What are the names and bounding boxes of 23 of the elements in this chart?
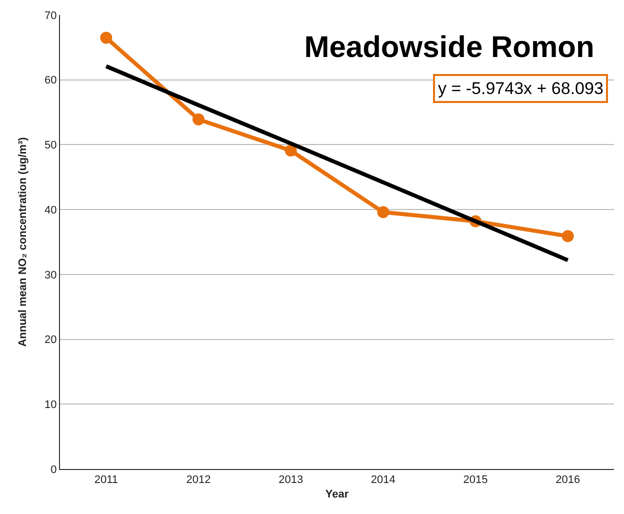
y-tick-label: 60 [44,74,57,87]
x-tick-label: 2016 [556,474,580,486]
text: Meadowside Romon [304,30,594,64]
point [100,32,112,44]
y-tick-label: 40 [44,204,57,216]
x-axis-title: Year [325,488,350,500]
x-tick-label: 2015 [463,474,488,486]
point [377,206,390,218]
y-tick-label: 70 [44,10,57,22]
y-tick-label: 0 [50,464,57,476]
y-axis-title: Annual mean NO₂ concentration (ug/m³) [17,136,30,347]
y-tick-label: 30 [44,269,57,282]
x-tick-label: 2014 [370,474,396,486]
x-tick-label: 2012 [186,474,211,486]
point [192,113,204,126]
x-tick-label: 2011 [94,474,118,486]
annotation: y = -5.9743x + 68.093 [438,79,604,98]
x-tick-label: 2013 [278,474,304,486]
y-tick-label: 10 [44,398,57,411]
point [562,230,574,242]
y-tick-label: 50 [44,140,57,152]
point [284,144,297,157]
y-tick-label: 20 [44,334,57,346]
